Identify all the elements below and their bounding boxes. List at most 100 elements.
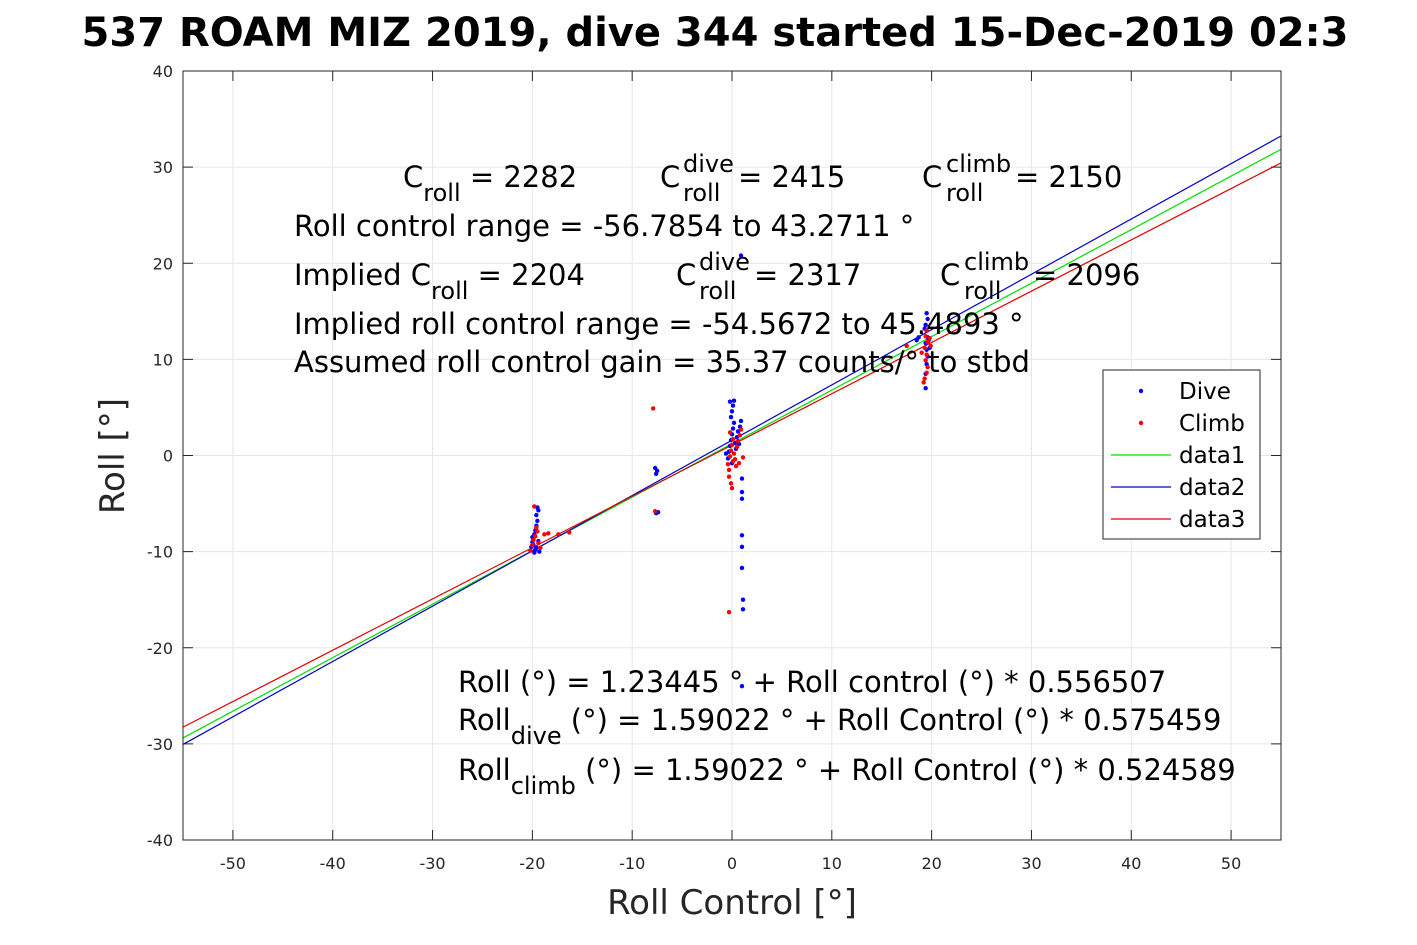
ann-implied-range: Implied roll control range = -54.5672 to… [294, 307, 1024, 341]
point-climb [733, 463, 739, 469]
point-dive [535, 518, 540, 524]
point-dive [731, 420, 737, 426]
point-dive [925, 316, 930, 322]
ann-implied-climb-val: = 2096 [1033, 258, 1140, 292]
point-dive [729, 409, 735, 414]
point-climb [728, 481, 734, 486]
point-climb [726, 609, 732, 615]
legend-label-data3: data3 [1179, 507, 1245, 533]
ann-croll-dive-sup: dive [683, 150, 734, 178]
y-tick-label: -30 [147, 735, 173, 754]
point-dive [739, 565, 745, 571]
point-climb [530, 542, 535, 548]
point-climb [737, 433, 743, 438]
point-dive [728, 414, 734, 420]
ann-fit-climb: Rollclimb (°) = 1.59022 ° + Roll Control… [458, 753, 1236, 800]
point-climb [528, 548, 533, 553]
point-climb [735, 438, 741, 444]
x-tick-label: 40 [1121, 854, 1141, 873]
y-tick-label: -10 [147, 543, 173, 562]
legend-label-dive: Dive [1179, 379, 1231, 405]
point-climb [924, 370, 929, 376]
x-tick-label: -10 [619, 854, 645, 873]
ann-gain: Assumed roll control gain = 35.37 counts… [294, 345, 1030, 379]
point-dive [534, 545, 539, 550]
ann-croll: Croll = 2282 [403, 160, 577, 207]
point-dive [924, 311, 929, 316]
point-dive [723, 451, 729, 456]
point-dive [914, 337, 919, 343]
ann-croll-climb: C [922, 160, 942, 194]
point-dive [534, 512, 539, 518]
point-dive [739, 533, 745, 538]
point-climb [729, 485, 735, 491]
ann-implied-climb-sup: climb [964, 248, 1029, 276]
point-dive [740, 607, 746, 612]
ann-implied-dive-sup: dive [699, 248, 750, 276]
y-axis-label: Roll [°] [93, 398, 133, 514]
point-dive [738, 418, 744, 424]
point-dive [739, 684, 745, 689]
point-climb [534, 525, 539, 530]
point-climb [531, 537, 536, 543]
series-points [528, 253, 933, 689]
chart-title: 537 ROAM MIZ 2019, dive 344 started 15-D… [82, 10, 1349, 56]
point-climb [730, 436, 736, 442]
legend-label-data1: data1 [1179, 443, 1245, 469]
point-climb [650, 406, 656, 411]
point-climb [730, 459, 736, 464]
y-tick-label: -40 [147, 831, 173, 850]
point-dive [537, 549, 542, 554]
point-climb [556, 532, 561, 537]
x-tick-label: 10 [822, 854, 842, 873]
point-dive [740, 597, 746, 602]
x-tick-label: 0 [727, 854, 737, 873]
point-climb [919, 350, 924, 355]
x-tick-labels: -50 -40 -30 -20 -10 0 10 20 30 40 50 [220, 854, 1241, 873]
point-climb [535, 529, 540, 534]
ann-implied-dive-sub: roll [699, 277, 736, 305]
ann-croll-climb-val: = 2150 [1015, 160, 1122, 194]
x-tick-label: -50 [220, 854, 246, 873]
x-tick-label: 20 [921, 854, 941, 873]
point-climb [546, 531, 551, 536]
x-tick-label: 50 [1221, 854, 1241, 873]
point-climb [536, 540, 541, 546]
point-climb [738, 427, 744, 432]
point-dive [923, 386, 928, 391]
x-axis-label: Roll Control [°] [607, 883, 857, 923]
legend: Dive Climb data1 data2 data3 [1102, 369, 1261, 540]
point-climb [928, 343, 933, 349]
point-dive [730, 426, 736, 431]
point-climb [727, 454, 733, 459]
point-climb [921, 380, 926, 385]
y-tick-label: 20 [153, 254, 173, 273]
ann-implied-dive: C [676, 258, 696, 292]
point-dive [730, 403, 736, 408]
ann-croll-climb-sub: roll [946, 179, 983, 207]
point-climb [734, 444, 740, 450]
ticks [183, 70, 1281, 841]
ann-fit-dive: Rolldive (°) = 1.59022 ° + Roll Control … [458, 703, 1221, 750]
point-climb [725, 461, 731, 467]
y-tick-label: 40 [153, 62, 173, 81]
x-tick-label: -40 [320, 854, 346, 873]
point-climb [728, 448, 734, 453]
y-tick-label: 30 [153, 158, 173, 177]
point-climb [652, 509, 658, 514]
ann-implied-climb-sub: roll [964, 277, 1001, 305]
point-dive [532, 550, 537, 555]
point-dive [727, 399, 733, 404]
ann-implied-dive-val: = 2317 [754, 258, 861, 292]
point-climb [925, 339, 930, 345]
point-climb [924, 328, 929, 333]
point-climb [726, 467, 732, 473]
y-tick-label: 0 [163, 447, 173, 466]
legend-swatch-dive [1138, 388, 1144, 394]
x-tick-label: 30 [1021, 854, 1041, 873]
x-tick-label: -30 [419, 854, 445, 873]
point-climb [533, 534, 538, 539]
point-climb [731, 451, 737, 456]
point-dive [923, 322, 928, 327]
